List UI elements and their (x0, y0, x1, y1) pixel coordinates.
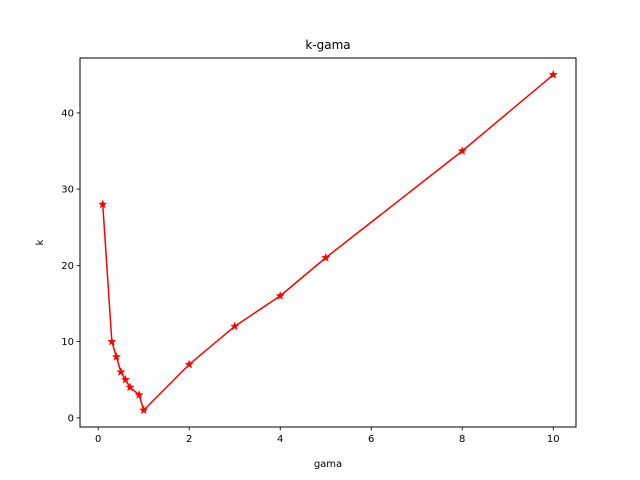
y-axis-label: k (35, 239, 46, 245)
x-axis-ticks: 0 2 4 6 8 10 (95, 427, 560, 445)
data-point-marker (275, 290, 285, 300)
data-point-marker (548, 69, 558, 79)
data-point-marker (107, 336, 117, 346)
data-point-marker (457, 146, 467, 156)
x-axis-label: gama (314, 459, 342, 470)
chart-title: k-gama (305, 38, 350, 52)
data-point-marker (111, 351, 122, 361)
data-point-marker (321, 252, 331, 262)
x-tick-label: 4 (277, 434, 283, 445)
x-tick-label: 0 (95, 434, 101, 445)
data-point-marker (120, 374, 131, 384)
x-tick-label: 2 (186, 434, 192, 445)
y-tick-label: 0 (68, 413, 74, 424)
y-tick-label: 30 (61, 185, 74, 196)
x-tick-label: 8 (459, 434, 465, 445)
data-point-marker (184, 359, 194, 369)
data-point-marker (138, 405, 149, 415)
y-tick-label: 20 (61, 261, 74, 272)
x-tick-label: 6 (368, 434, 374, 445)
data-point-marker (230, 321, 240, 331)
y-tick-label: 10 (61, 337, 74, 348)
axes-frame (79, 57, 577, 428)
data-point-marker (116, 367, 126, 377)
series-line (102, 74, 554, 411)
y-axis-ticks: 0 10 20 30 40 (61, 108, 80, 424)
data-point-marker (134, 390, 144, 399)
data-point-marker (98, 199, 108, 209)
x-tick-label: 10 (547, 434, 560, 445)
y-tick-label: 40 (61, 108, 74, 119)
series-layer (98, 69, 558, 415)
data-point-marker (125, 382, 135, 392)
